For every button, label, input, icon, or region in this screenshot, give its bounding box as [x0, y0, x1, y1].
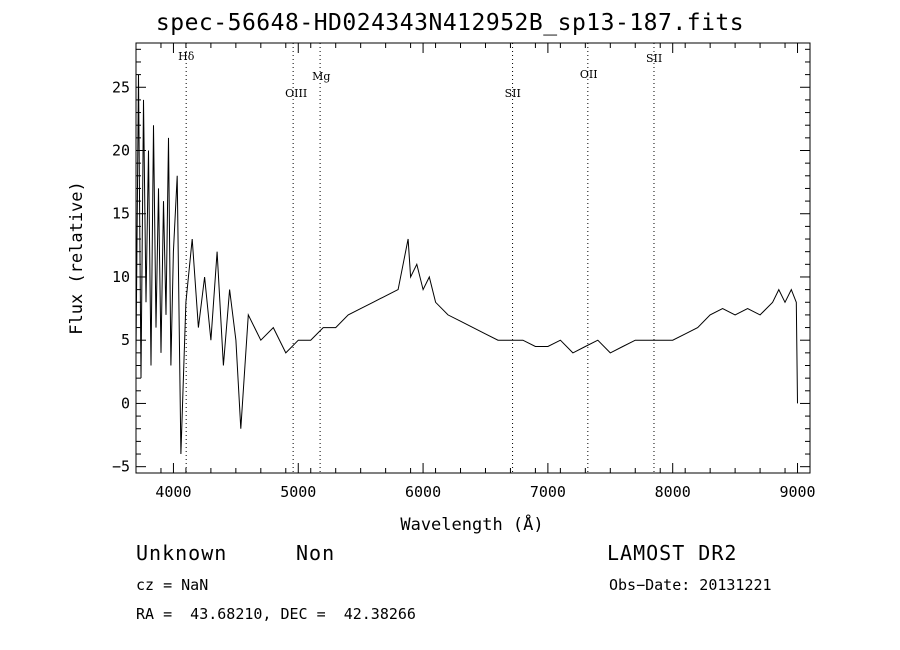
cz-label: cz = NaN	[136, 576, 209, 594]
spectral-line-label: OIII	[285, 87, 307, 100]
x-tick-label: 9000	[779, 483, 815, 501]
coords-label: RA = 43.68210, DEC = 42.38266	[136, 605, 416, 623]
y-tick-label: 10	[112, 268, 130, 286]
spectrum-line	[135, 74, 798, 455]
axis-ticks: 4000 5000 6000 7000 8000 9000 −5 0 5 10 15 20 25	[112, 43, 816, 501]
class-label: Unknown	[136, 541, 228, 565]
x-tick-label: 7000	[530, 483, 566, 501]
x-tick-label: 8000	[655, 483, 691, 501]
chart-title: spec-56648-HD024343N412952B_sp13-187.fit…	[155, 10, 745, 36]
obs-date-label: Obs−Date: 20131221	[609, 576, 772, 594]
y-tick-label: 5	[121, 331, 130, 349]
x-tick-label: 5000	[280, 483, 316, 501]
y-tick-label: 25	[112, 78, 130, 96]
spectral-line-label: SII	[505, 87, 521, 100]
x-tick-label: 4000	[155, 483, 191, 501]
survey-label: LAMOST DR2	[607, 541, 738, 565]
plot-frame	[135, 42, 811, 474]
y-tick-label: 15	[112, 205, 130, 223]
subclass-label: Non	[296, 541, 336, 565]
spectral-line-label: Mg	[312, 70, 330, 83]
x-axis-label: Wavelength (Å)	[400, 513, 543, 535]
x-tick-label: 6000	[405, 483, 441, 501]
spectral-line-label: SII	[646, 52, 662, 65]
y-axis-label: Flux (relative)	[67, 181, 87, 335]
y-tick-label: 0	[121, 394, 130, 412]
y-tick-label: −5	[112, 458, 130, 476]
spectral-line-label: OII	[580, 68, 598, 81]
spectral-line-markers: Hδ OIII Mg SII OII SII	[178, 43, 662, 473]
spectral-line-label: Hδ	[178, 50, 195, 63]
y-tick-label: 20	[112, 142, 130, 160]
